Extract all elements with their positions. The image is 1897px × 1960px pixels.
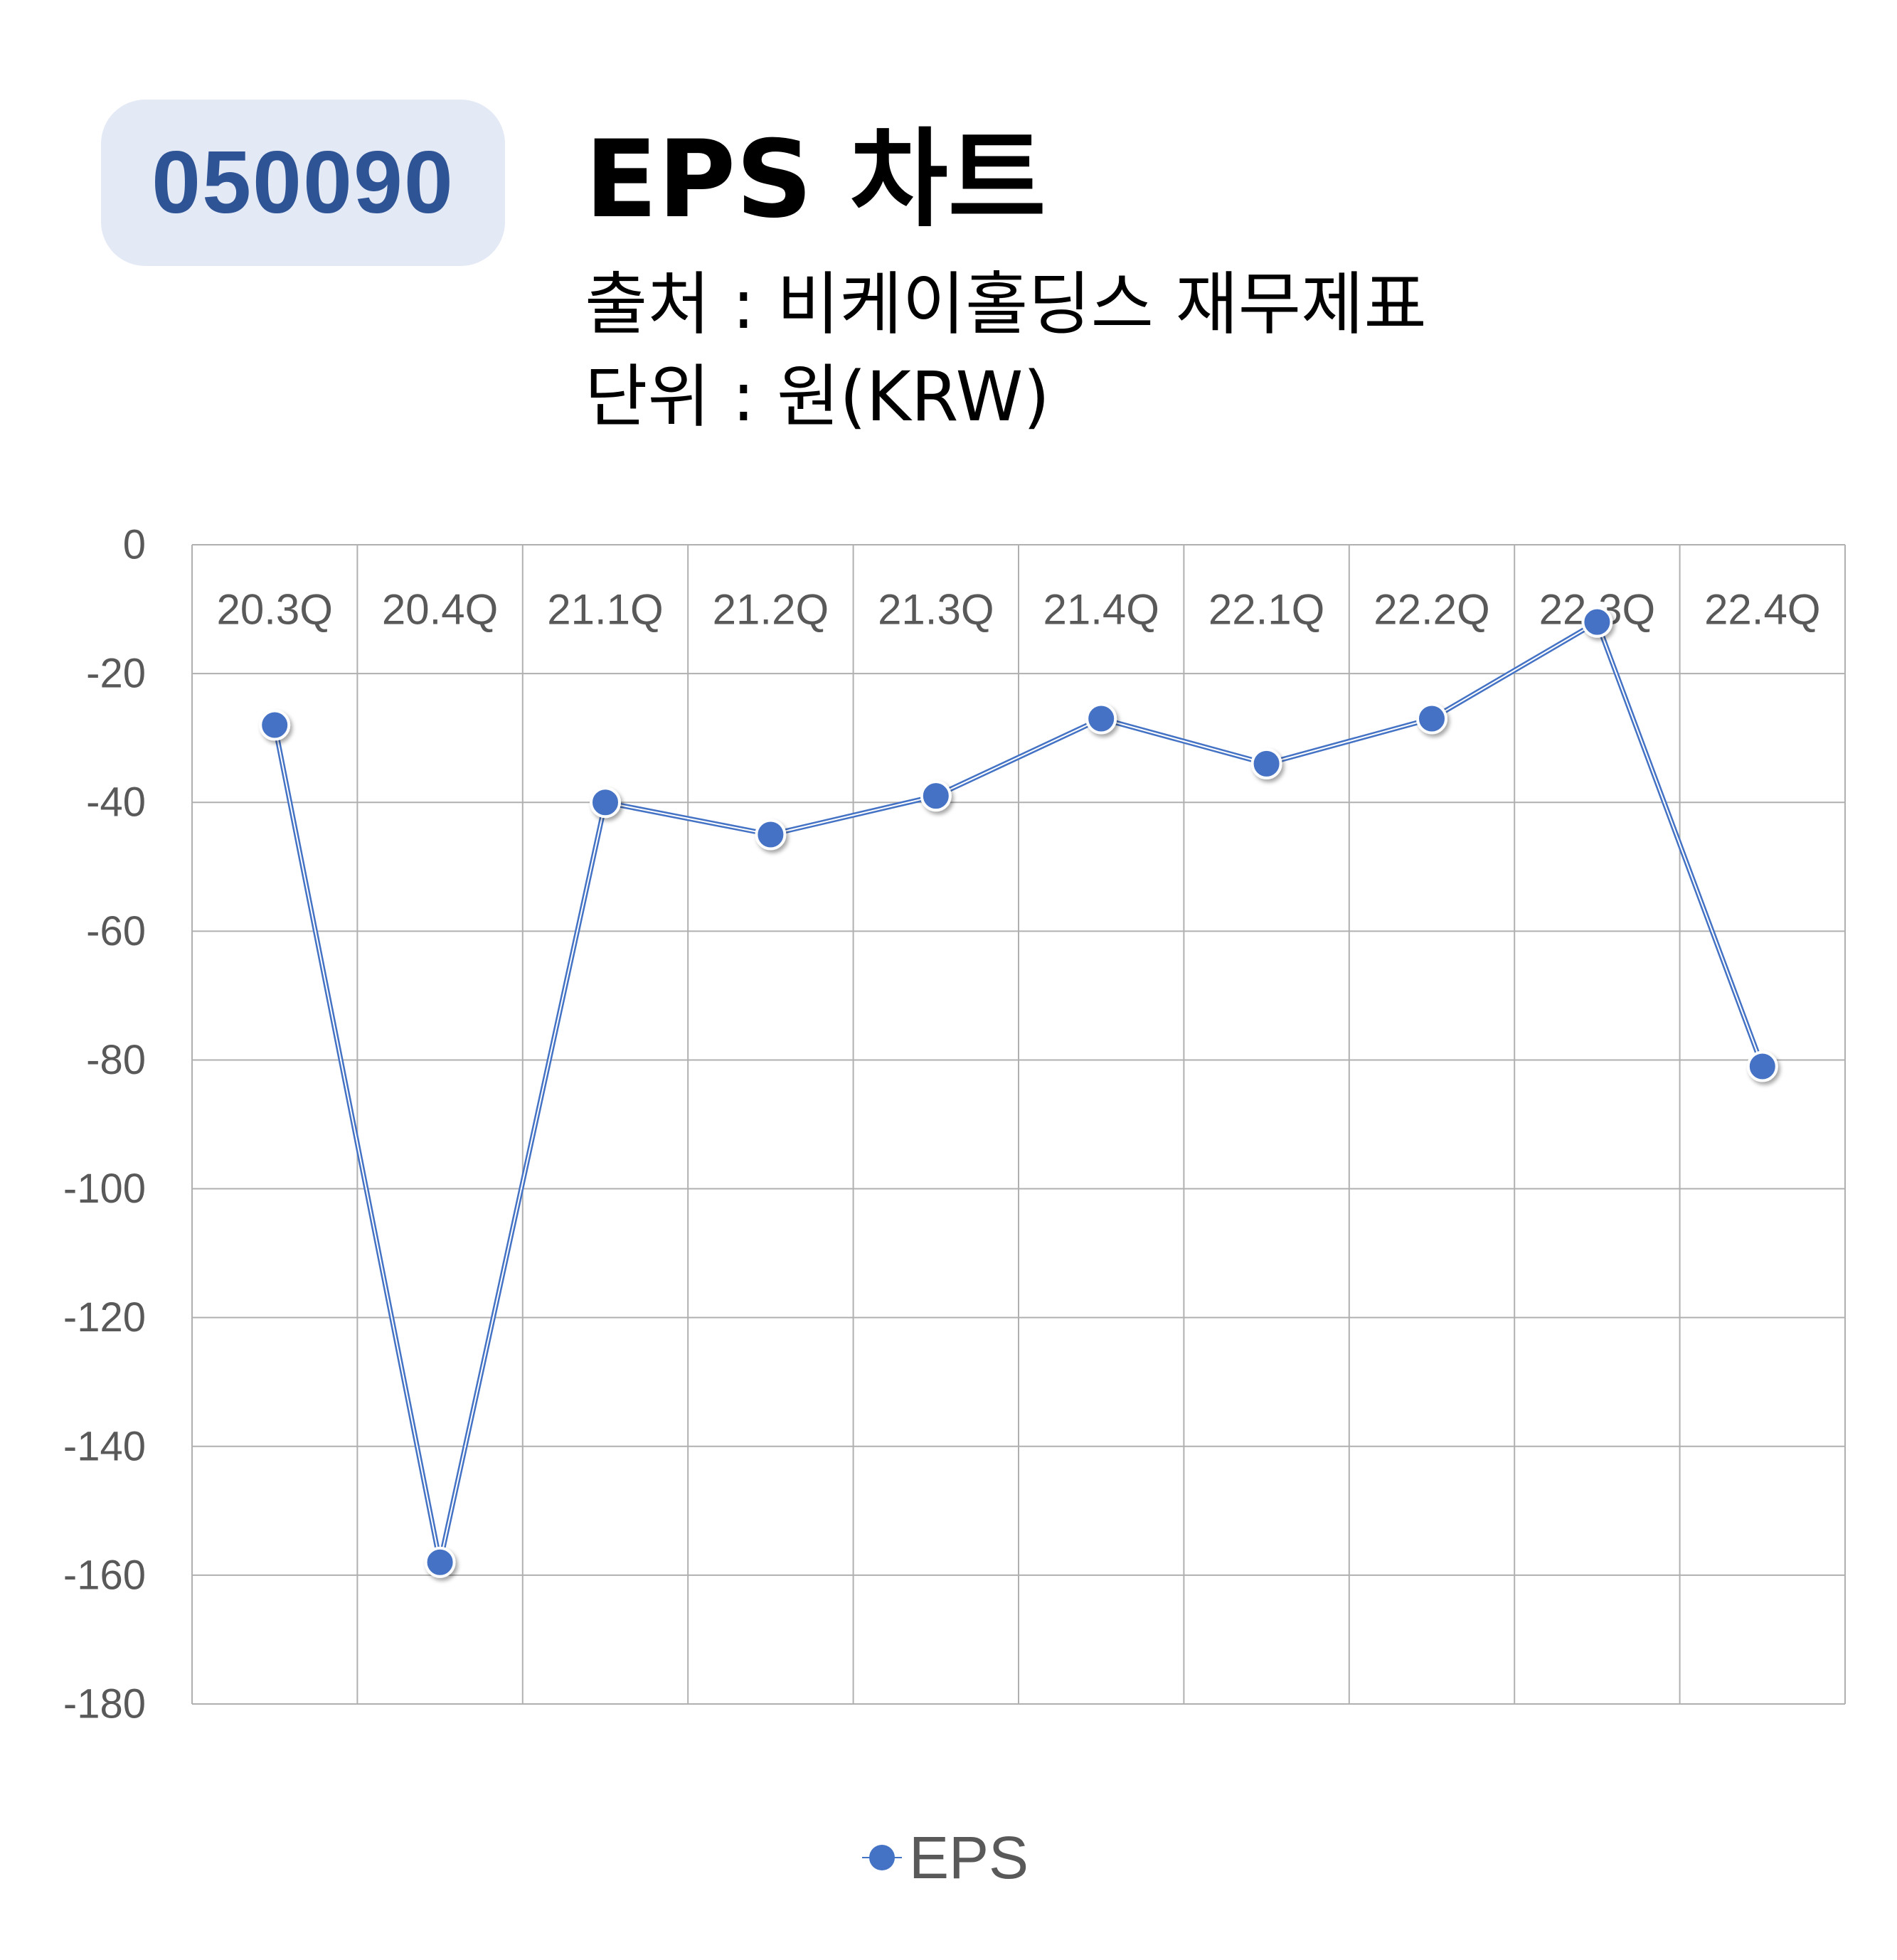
data-point: [1250, 747, 1282, 779]
x-tick-label: 21.1Q: [547, 586, 663, 634]
chart-title: EPS 차트: [585, 118, 1046, 242]
y-tick-label: -160: [63, 1552, 146, 1598]
y-tick-label: -60: [86, 908, 146, 954]
data-point: [259, 709, 291, 741]
y-tick-label: 0: [123, 522, 146, 568]
unit-text: 단위 : 원(KRW): [585, 357, 1050, 437]
y-tick-label: -80: [86, 1037, 146, 1083]
stock-code-badge: 050090: [101, 100, 505, 266]
data-point: [1416, 703, 1447, 735]
y-axis-ticks: 0 -20 -40 -60 -80 -100 -120 -140 -160 -180: [63, 522, 146, 1727]
x-tick-label: 22.1Q: [1208, 586, 1324, 634]
legend: EPS: [861, 1828, 1029, 1887]
series-eps: [259, 606, 1778, 1578]
grid: [191, 544, 1846, 1705]
data-point: [590, 787, 621, 819]
source-text: 출처 : 비케이홀딩스 재무제표: [585, 265, 1427, 344]
y-tick-label: -120: [63, 1294, 146, 1341]
data-point: [1581, 606, 1613, 638]
x-axis-ticks: 20.3Q 20.4Q 21.1Q 21.2Q 21.3Q 21.4Q 22.1Q 22.2Q…: [216, 586, 1820, 634]
data-point: [920, 780, 952, 812]
legend-label-eps: EPS: [909, 1824, 1029, 1891]
data-point: [424, 1546, 456, 1578]
y-tick-label: -100: [63, 1166, 146, 1212]
stock-code: 050090: [152, 134, 455, 232]
data-point: [755, 819, 787, 851]
x-tick-label: 22.2Q: [1373, 586, 1489, 634]
y-tick-label: -40: [86, 779, 146, 826]
x-tick-label: 20.4Q: [382, 586, 498, 634]
x-tick-label: 21.3Q: [878, 586, 994, 634]
y-tick-label: -140: [63, 1423, 146, 1469]
series-line-inner: [274, 621, 1763, 1563]
x-tick-label: 20.3Q: [216, 586, 332, 634]
y-tick-label: -20: [86, 651, 146, 697]
y-tick-label: -180: [63, 1681, 146, 1727]
legend-marker-icon: [861, 1843, 903, 1872]
x-tick-label: 22.4Q: [1704, 586, 1820, 634]
x-tick-label: 21.4Q: [1043, 586, 1159, 634]
data-point: [1746, 1050, 1778, 1082]
x-tick-label: 21.2Q: [713, 586, 829, 634]
data-point: [1085, 703, 1117, 735]
